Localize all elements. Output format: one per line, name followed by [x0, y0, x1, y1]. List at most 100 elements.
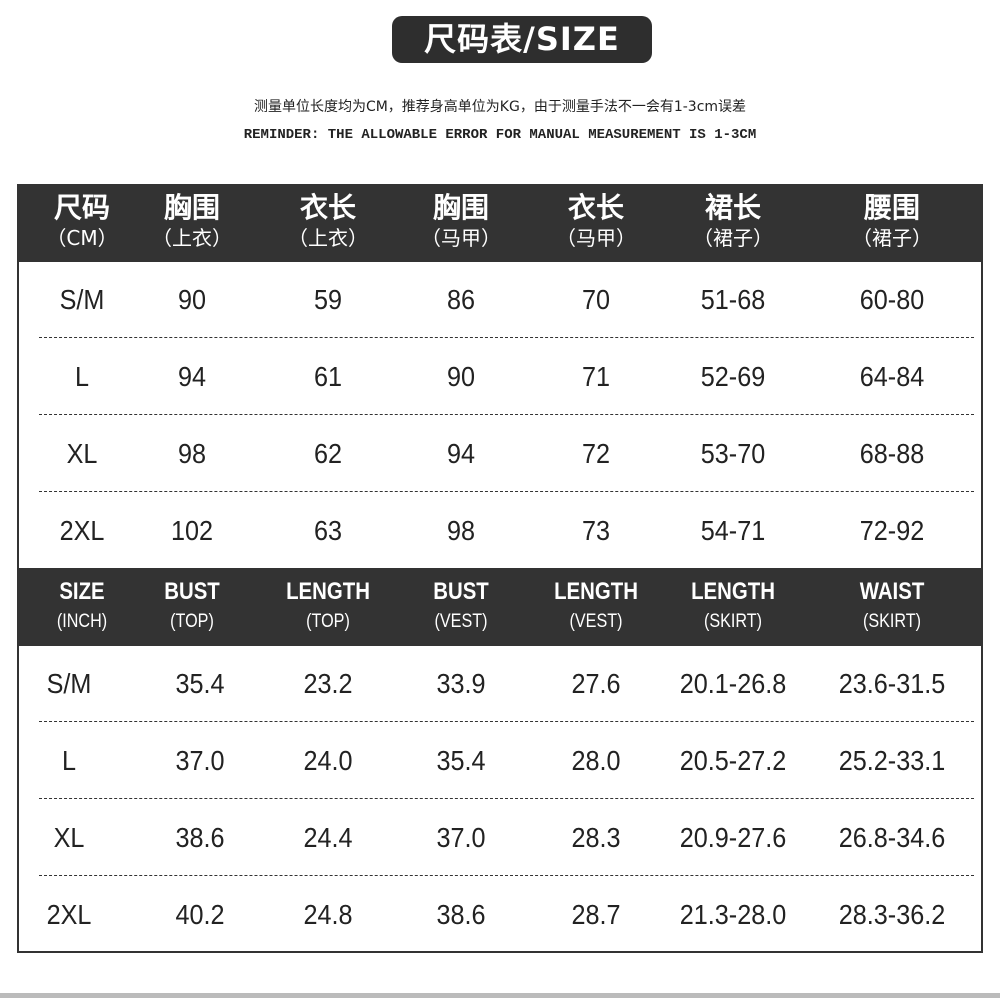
column-header-unit: (TOP)	[306, 611, 350, 632]
measurement-cell: 24.4	[303, 822, 353, 853]
measurement-cell: 62	[313, 438, 343, 469]
column-header-unit: (TOP)	[170, 611, 214, 632]
column-header: 腰围 （裙子）	[852, 192, 932, 252]
table-row: 2XL 40.2 24.8 38.6 28.7 21.3-28.0 28.3-36.2	[19, 877, 981, 955]
measurement-cell: 37.0	[436, 822, 486, 853]
column-header: 胸围 （马甲）	[421, 192, 501, 252]
measurement-cell: 27.6	[571, 668, 621, 699]
measurement-cell: 23.6-31.5	[838, 668, 946, 699]
row-divider	[39, 875, 974, 876]
measurement-cell: 60-80	[859, 284, 925, 315]
column-header-label: 腰围	[863, 191, 920, 224]
measurement-cell: 72-92	[859, 515, 925, 546]
column-header: 衣长 （上衣）	[288, 192, 368, 252]
column-header-label: 裙长	[704, 191, 761, 224]
column-header: SIZE (INCH)	[52, 576, 111, 636]
row-divider	[39, 721, 974, 722]
column-header-label: SIZE	[59, 578, 105, 605]
measurement-cell: 28.7	[571, 899, 621, 930]
table-row: S/M 35.4 23.2 33.9 27.6 20.1-26.8 23.6-31.5	[19, 646, 981, 724]
table-row: XL 38.6 24.4 37.0 28.3 20.9-27.6 26.8-34.6	[19, 800, 981, 878]
column-header-label: 胸围	[163, 191, 220, 224]
table-row: L 94 61 90 71 52-69 64-84	[19, 339, 981, 417]
measurement-cell: 102	[170, 515, 214, 546]
measurement-cell: 24.8	[303, 899, 353, 930]
column-header: 衣长 （马甲）	[556, 192, 636, 252]
measurement-cell: 38.6	[436, 899, 486, 930]
column-header-unit: (INCH)	[56, 611, 108, 632]
measurement-cell: 73	[581, 515, 611, 546]
measurement-cell: 98	[177, 438, 207, 469]
row-divider	[39, 491, 974, 492]
measurement-cell: 52-69	[700, 361, 766, 392]
column-header-unit: （裙子）	[852, 226, 932, 250]
size-cell: L	[61, 745, 77, 776]
measurement-cell: 20.5-27.2	[679, 745, 787, 776]
measurement-cell: 98	[446, 515, 476, 546]
column-header-unit: (SKIRT)	[862, 611, 922, 632]
table-row: 2XL 102 63 98 73 54-71 72-92	[19, 493, 981, 571]
column-header-unit: （裙子）	[693, 226, 773, 250]
column-header: 尺码 （CM）	[46, 192, 117, 252]
column-header-unit: （马甲）	[556, 226, 636, 250]
column-header-label: WAIST	[859, 578, 925, 605]
measurement-cell: 26.8-34.6	[838, 822, 946, 853]
note-english: REMINDER: THE ALLOWABLE ERROR FOR MANUAL…	[243, 127, 757, 143]
table-row: L 37.0 24.0 35.4 28.0 20.5-27.2 25.2-33.1	[19, 723, 981, 801]
column-header: 裙长 （裙子）	[693, 192, 773, 252]
table-row: S/M 90 59 86 70 51-68 60-80	[19, 262, 981, 340]
size-cell: S/M	[59, 284, 105, 315]
note-chinese: 测量单位长度均为CM，推荐身高单位为KG，由于测量手法不一会有1-3cm误差	[253, 99, 747, 115]
column-header: BUST (TOP)	[159, 576, 224, 636]
size-cell: XL	[53, 822, 85, 853]
measurement-cell: 94	[177, 361, 207, 392]
measurement-cell: 94	[446, 438, 476, 469]
measurement-cell: 64-84	[859, 361, 925, 392]
column-header-label: LENGTH	[286, 578, 370, 605]
row-divider	[39, 337, 974, 338]
size-cell: L	[74, 361, 90, 392]
measurement-cell: 72	[581, 438, 611, 469]
row-divider	[39, 414, 974, 415]
measurement-cell: 23.2	[303, 668, 353, 699]
page-title: 尺码表/SIZE	[392, 16, 652, 63]
column-header-label: BUST	[433, 578, 489, 605]
measurement-cell: 40.2	[175, 899, 225, 930]
measurement-cell: 24.0	[303, 745, 353, 776]
column-header-unit: （上衣）	[152, 226, 232, 250]
column-header-label: 衣长	[567, 191, 624, 224]
column-header: LENGTH (TOP)	[279, 576, 378, 636]
column-header: BUST (VEST)	[428, 576, 493, 636]
column-header-unit: (SKIRT)	[703, 611, 763, 632]
measurement-cell: 70	[581, 284, 611, 315]
measurement-cell: 33.9	[436, 668, 486, 699]
column-header-unit: （马甲）	[421, 226, 501, 250]
size-cell: 2XL	[46, 899, 92, 930]
measurement-cell: 59	[313, 284, 343, 315]
measurement-cell: 90	[446, 361, 476, 392]
measurement-cell: 63	[313, 515, 343, 546]
cm_table-header: 尺码 （CM） 胸围 （上衣） 衣长 （上衣） 胸围 （马甲） 衣长 （马甲） 裙长 （裙子） 腰围 （裙…	[17, 184, 983, 262]
row-divider	[39, 798, 974, 799]
measurement-cell: 25.2-33.1	[838, 745, 946, 776]
size-cell: 2XL	[59, 515, 105, 546]
column-header-label: 尺码	[53, 191, 111, 224]
table-row: XL 98 62 94 72 53-70 68-88	[19, 416, 981, 494]
measurement-cell: 28.0	[571, 745, 621, 776]
measurement-cell: 35.4	[175, 668, 225, 699]
column-header-label: BUST	[164, 578, 220, 605]
measurement-cell: 90	[177, 284, 207, 315]
column-header: 胸围 （上衣）	[152, 192, 232, 252]
bottom-divider	[0, 993, 1000, 998]
measurement-cell: 71	[581, 361, 611, 392]
column-header-label: 衣长	[299, 191, 356, 224]
size-cell: S/M	[46, 668, 92, 699]
column-header-unit: （上衣）	[288, 226, 368, 250]
measurement-cell: 61	[313, 361, 343, 392]
measurement-cell: 20.9-27.6	[679, 822, 787, 853]
measurement-cell: 51-68	[700, 284, 766, 315]
measurement-cell: 68-88	[859, 438, 925, 469]
column-header-unit: (VEST)	[569, 611, 623, 632]
measurement-cell: 28.3	[571, 822, 621, 853]
measurement-cell: 20.1-26.8	[679, 668, 787, 699]
